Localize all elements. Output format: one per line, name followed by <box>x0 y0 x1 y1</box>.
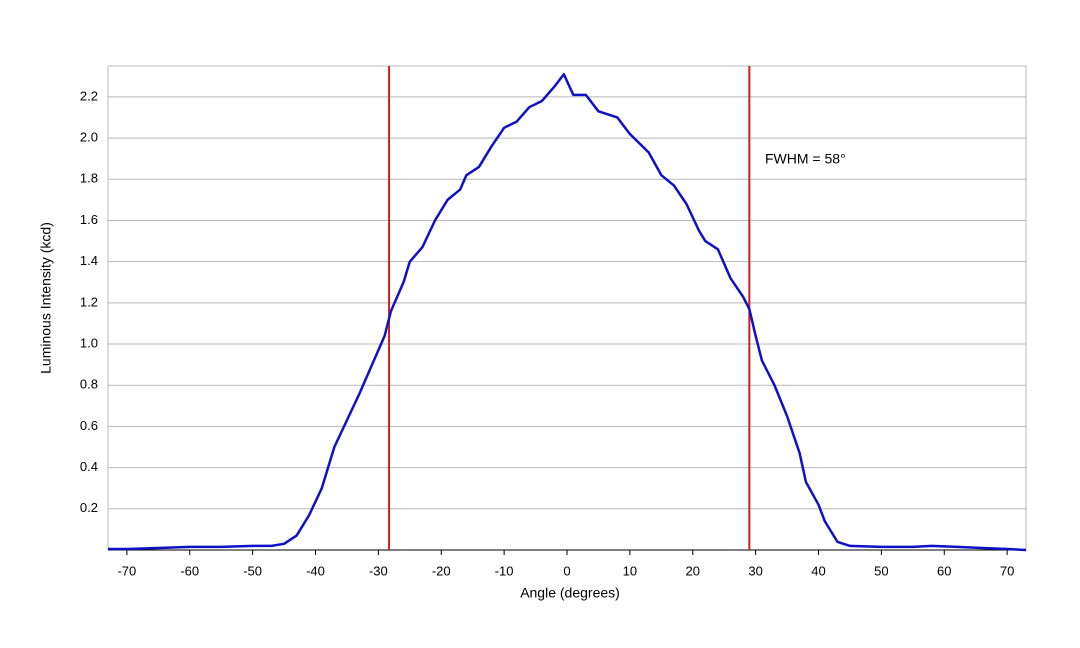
x-tick-label: 10 <box>623 563 637 578</box>
x-tick-label: -40 <box>306 563 325 578</box>
x-tick-label: 70 <box>1000 563 1014 578</box>
x-tick-label: -70 <box>117 563 136 578</box>
y-tick-label: 0.2 <box>80 500 98 515</box>
x-tick-label: -20 <box>432 563 451 578</box>
y-tick-label: 1.8 <box>80 171 98 186</box>
data-line <box>108 72 1027 552</box>
plot-frame <box>107 65 1027 551</box>
y-tick-label: 1.2 <box>80 294 98 309</box>
y-tick-label: 0.4 <box>80 459 98 474</box>
y-tick-label: 2.2 <box>80 88 98 103</box>
x-tick-label: 40 <box>811 563 825 578</box>
y-tick-label: 2.0 <box>80 130 98 145</box>
y-tick-label: 0.6 <box>80 418 98 433</box>
x-tick-label: 60 <box>937 563 951 578</box>
x-tick-label: 0 <box>563 563 570 578</box>
y-tick-label: 0.8 <box>80 377 98 392</box>
y-axis-label: Luminous Intensity (kcd) <box>38 222 54 374</box>
y-tick-label: 1.4 <box>80 253 98 268</box>
x-tick-label: -50 <box>243 563 262 578</box>
x-tick-label: -30 <box>369 563 388 578</box>
annotation: FWHM = 58° <box>765 151 846 167</box>
y-tick-label: 1.0 <box>80 335 98 350</box>
x-tick-label: 50 <box>874 563 888 578</box>
x-tick-label: 30 <box>748 563 762 578</box>
x-tick-label: -10 <box>495 563 514 578</box>
x-tick-label: -60 <box>180 563 199 578</box>
y-tick-label: 1.6 <box>80 212 98 227</box>
x-axis-label: Angle (degrees) <box>520 585 620 601</box>
x-tick-label: 20 <box>686 563 700 578</box>
